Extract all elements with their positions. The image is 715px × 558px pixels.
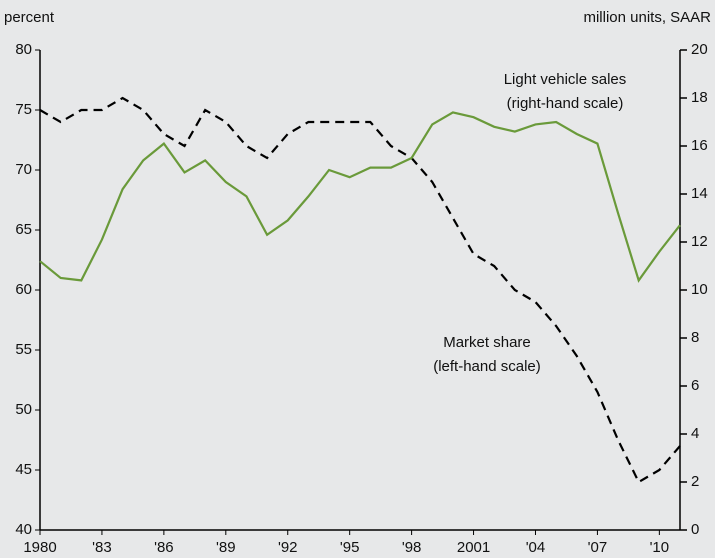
series-line [39, 96, 681, 484]
y2-tick-label: 20 [691, 41, 708, 58]
y-tick-label: 45 [15, 461, 32, 478]
x-tick-label: '10 [650, 539, 670, 556]
y-tick-label: 80 [15, 41, 32, 58]
y2-tick-label: 8 [691, 329, 699, 346]
y-tick-label: 50 [15, 401, 32, 418]
y2-tick-label: 12 [691, 233, 708, 250]
x-tick-label: '83 [92, 539, 112, 556]
x-tick-label: 2001 [457, 539, 490, 556]
y-tick-label: 55 [15, 341, 32, 358]
y2-tick-label: 4 [691, 425, 699, 442]
series-line [39, 111, 681, 283]
y2-tick-label: 6 [691, 377, 699, 394]
x-tick-label: '07 [588, 539, 608, 556]
y-tick-label: 65 [15, 221, 32, 238]
y2-tick-label: 10 [691, 281, 708, 298]
annotation: Market share [443, 334, 531, 351]
y-tick-label: 60 [15, 281, 32, 298]
x-tick-label: '04 [526, 539, 546, 556]
y-axis-label: percent [4, 9, 55, 26]
x-tick-label: '92 [278, 539, 298, 556]
y2-tick-label: 2 [691, 473, 699, 490]
y2-tick-label: 18 [691, 89, 708, 106]
x-tick-label: '89 [216, 539, 236, 556]
annotation: Light vehicle sales [504, 71, 627, 88]
x-tick-label: 1980 [23, 539, 56, 556]
y-tick-label: 40 [15, 521, 32, 538]
y2-tick-label: 16 [691, 137, 708, 154]
annotation: (left-hand scale) [433, 358, 541, 375]
y-tick-label: 75 [15, 101, 32, 118]
y2-tick-label: 14 [691, 185, 708, 202]
x-tick-label: '86 [154, 539, 174, 556]
y2-tick-label: 0 [691, 521, 699, 538]
annotation: (right-hand scale) [507, 95, 624, 112]
y2-axis-label: million units, SAAR [583, 9, 711, 26]
x-tick-label: '95 [340, 539, 360, 556]
x-tick-label: '98 [402, 539, 422, 556]
y-tick-label: 70 [15, 161, 32, 178]
